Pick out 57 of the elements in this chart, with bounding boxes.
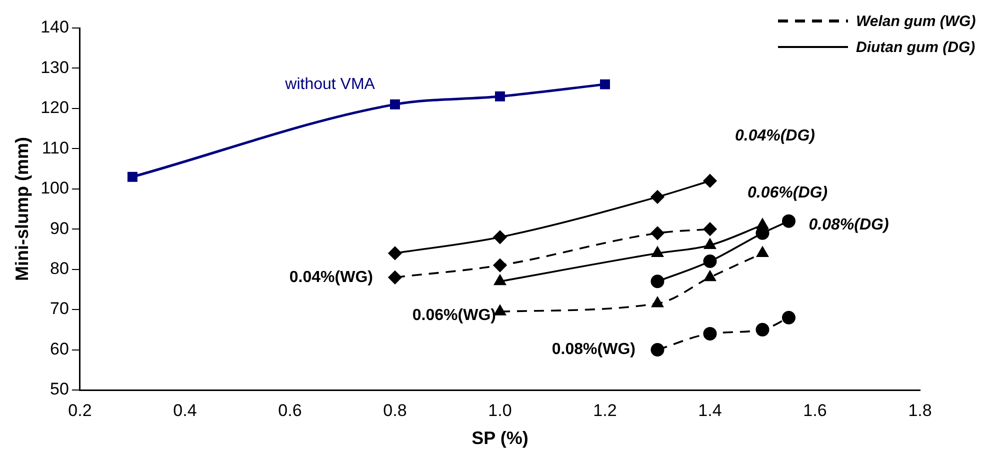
point <box>704 238 716 249</box>
point <box>756 246 768 257</box>
x-tick-label: 0.2 <box>68 400 92 420</box>
point <box>703 254 717 268</box>
point <box>388 246 402 260</box>
point <box>493 230 507 244</box>
point <box>756 218 768 229</box>
x-tick-label: 0.8 <box>383 400 407 420</box>
y-tick-label: 110 <box>42 138 69 158</box>
point <box>782 310 796 324</box>
y-tick-label: 140 <box>40 18 69 37</box>
point <box>782 214 796 228</box>
annotation: Diutan gum (DG) <box>856 38 976 56</box>
point <box>650 343 664 357</box>
y-tick-label: 50 <box>50 380 69 399</box>
series-label: 0.08%(DG) <box>808 216 889 234</box>
y-tick-label: 80 <box>50 259 69 278</box>
x-axis-title: SP (%) <box>472 428 528 448</box>
point <box>703 222 717 236</box>
series-label: without VMA <box>284 76 376 93</box>
point <box>652 246 664 257</box>
series-label: 0.06%(WG) <box>412 306 496 324</box>
x-tick-label: 1.8 <box>908 400 932 420</box>
point <box>704 270 716 282</box>
point <box>703 174 717 188</box>
point <box>650 274 664 288</box>
point <box>390 99 400 110</box>
series-label: 0.06%(DG) <box>747 184 828 202</box>
point <box>756 322 770 336</box>
x-tick-label: 1.2 <box>593 400 617 420</box>
y-tick-label: 130 <box>40 58 69 77</box>
annotation: Welan gum (WG) <box>856 12 976 30</box>
point <box>494 304 506 316</box>
y-tick-label: 120 <box>40 98 69 118</box>
y-tick-label: 60 <box>50 339 69 358</box>
x-tick-label: 0.6 <box>278 400 302 420</box>
point <box>650 226 664 240</box>
point <box>650 190 664 204</box>
y-tick-label: 90 <box>50 218 69 238</box>
x-tick-label: 1.6 <box>803 400 827 420</box>
point <box>600 79 610 90</box>
point <box>493 258 507 272</box>
x-tick-label: 1.0 <box>488 400 512 420</box>
y-tick-label: 100 <box>40 178 69 198</box>
point <box>494 274 506 286</box>
point <box>703 326 717 340</box>
point <box>494 91 505 102</box>
y-tick-label: 70 <box>50 299 69 318</box>
point <box>127 172 138 182</box>
x-tick-label: 1.4 <box>698 400 722 420</box>
point <box>388 270 402 284</box>
text: 0.04%(DG) <box>734 127 816 144</box>
point <box>652 296 664 308</box>
series-label: 0.04%(WG) <box>289 268 373 286</box>
series-label: 0.08%(WG) <box>552 341 636 358</box>
y-axis-title: Mini-slump (mm) <box>12 137 32 281</box>
x-tick-label: 0.4 <box>173 400 197 420</box>
